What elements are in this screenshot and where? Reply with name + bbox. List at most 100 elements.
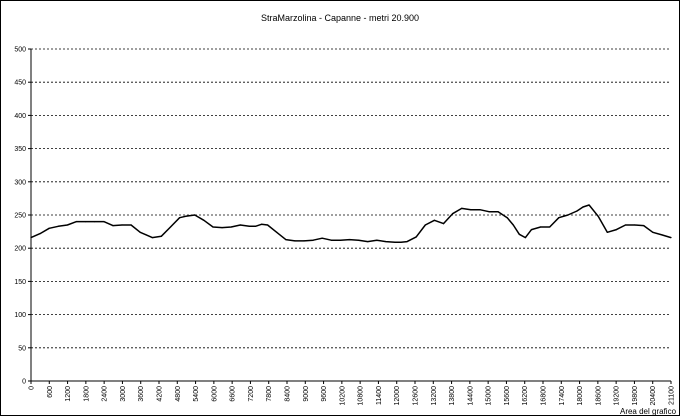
x-tick-label: 21100 xyxy=(669,386,676,405)
data-point xyxy=(512,224,514,226)
data-point xyxy=(424,224,426,226)
y-tick-label: 50 xyxy=(18,345,26,352)
x-tick-label: 6600 xyxy=(230,386,237,402)
y-tick-label: 150 xyxy=(14,279,26,286)
y-tick-label: 0 xyxy=(22,379,26,386)
x-tick-label: 12000 xyxy=(394,386,401,406)
x-tick-label: 7200 xyxy=(248,386,255,402)
x-tick-label: 2400 xyxy=(102,386,109,402)
data-point xyxy=(582,206,584,208)
x-tick-label: 18600 xyxy=(595,386,602,406)
x-tick-label: 17400 xyxy=(559,386,566,406)
data-point xyxy=(321,237,323,239)
data-point xyxy=(549,226,551,228)
data-point xyxy=(276,231,278,233)
chart-title: StraMarzolina - Capanne - metri 20.900 xyxy=(261,13,419,23)
data-point xyxy=(442,223,445,225)
data-point xyxy=(203,219,205,221)
data-point xyxy=(230,226,232,228)
data-point xyxy=(103,221,105,223)
data-point xyxy=(179,217,181,219)
x-tick-label: 13200 xyxy=(431,386,438,406)
x-tick-label: 4800 xyxy=(175,386,182,402)
x-tick-label: 9000 xyxy=(303,386,310,402)
data-point xyxy=(348,238,351,241)
x-tick-label: 20400 xyxy=(650,386,657,406)
y-tick-label: 200 xyxy=(14,246,26,253)
axes xyxy=(28,48,672,384)
y-tick-label: 300 xyxy=(14,179,26,186)
x-tick-label: 19800 xyxy=(632,386,639,406)
x-tick-label: 14400 xyxy=(467,386,474,406)
data-point xyxy=(567,214,569,216)
data-point xyxy=(169,226,172,228)
x-tick-label: 6000 xyxy=(211,386,218,402)
y-tick-label: 450 xyxy=(14,80,26,87)
data-point xyxy=(75,221,78,223)
x-tick-label: 0 xyxy=(29,386,36,390)
x-tick-label: 5400 xyxy=(193,386,200,402)
data-point xyxy=(558,217,560,219)
data-point xyxy=(330,239,332,241)
data-point xyxy=(57,225,59,227)
data-point xyxy=(518,233,520,235)
data-point xyxy=(470,209,472,211)
data-point xyxy=(285,238,287,241)
series-layer xyxy=(30,204,672,243)
data-point xyxy=(415,236,417,238)
data-point xyxy=(312,239,314,241)
data-point xyxy=(145,234,147,236)
data-point xyxy=(194,214,196,216)
x-tick-label: 8400 xyxy=(285,386,292,402)
x-tick-label: 12600 xyxy=(413,386,420,406)
y-tick-labels: 0 50 100 150 200 250 300 350 400 450 500 xyxy=(14,47,26,386)
x-tick-label: 18000 xyxy=(577,386,584,406)
x-tick-label: 16200 xyxy=(522,386,529,406)
data-point xyxy=(294,240,296,242)
data-point xyxy=(615,229,618,231)
data-point xyxy=(376,239,378,241)
x-tick-label: 600 xyxy=(47,386,54,398)
x-tick-label: 4200 xyxy=(157,386,164,402)
data-point xyxy=(479,209,481,211)
data-point xyxy=(221,227,223,229)
data-point xyxy=(588,204,590,206)
x-tick-label: 10200 xyxy=(339,386,346,406)
data-point xyxy=(643,225,645,227)
data-point xyxy=(461,207,463,209)
y-tick-label: 100 xyxy=(14,312,26,319)
x-tick-label: 9600 xyxy=(321,386,328,402)
elevation-line xyxy=(30,204,672,243)
data-point xyxy=(539,226,542,228)
data-point xyxy=(452,213,454,215)
data-point xyxy=(367,240,369,243)
data-point xyxy=(303,240,305,242)
data-point xyxy=(66,224,68,226)
x-tick-label: 3000 xyxy=(120,386,127,402)
y-tick-label: 400 xyxy=(14,113,26,120)
x-tick-label: 7800 xyxy=(266,386,273,402)
data-point xyxy=(357,239,360,241)
data-point xyxy=(160,235,163,237)
data-point xyxy=(433,219,436,221)
data-point xyxy=(266,224,269,226)
data-point xyxy=(406,240,408,243)
x-tick-label: 16800 xyxy=(541,386,548,406)
x-tick-label: 3600 xyxy=(138,386,145,402)
data-point xyxy=(94,221,96,223)
data-point xyxy=(48,227,50,229)
x-tick-label: 19200 xyxy=(614,386,621,406)
data-point xyxy=(248,225,250,227)
data-point xyxy=(652,231,654,233)
y-tick-label: 350 xyxy=(14,146,26,153)
data-point xyxy=(112,225,114,227)
data-point xyxy=(606,231,608,233)
data-point xyxy=(151,236,153,239)
x-tick-label: 1800 xyxy=(83,386,90,402)
data-point xyxy=(400,241,402,243)
data-point xyxy=(530,229,533,231)
data-point xyxy=(39,232,41,235)
data-point xyxy=(576,210,578,212)
data-point xyxy=(239,224,241,226)
